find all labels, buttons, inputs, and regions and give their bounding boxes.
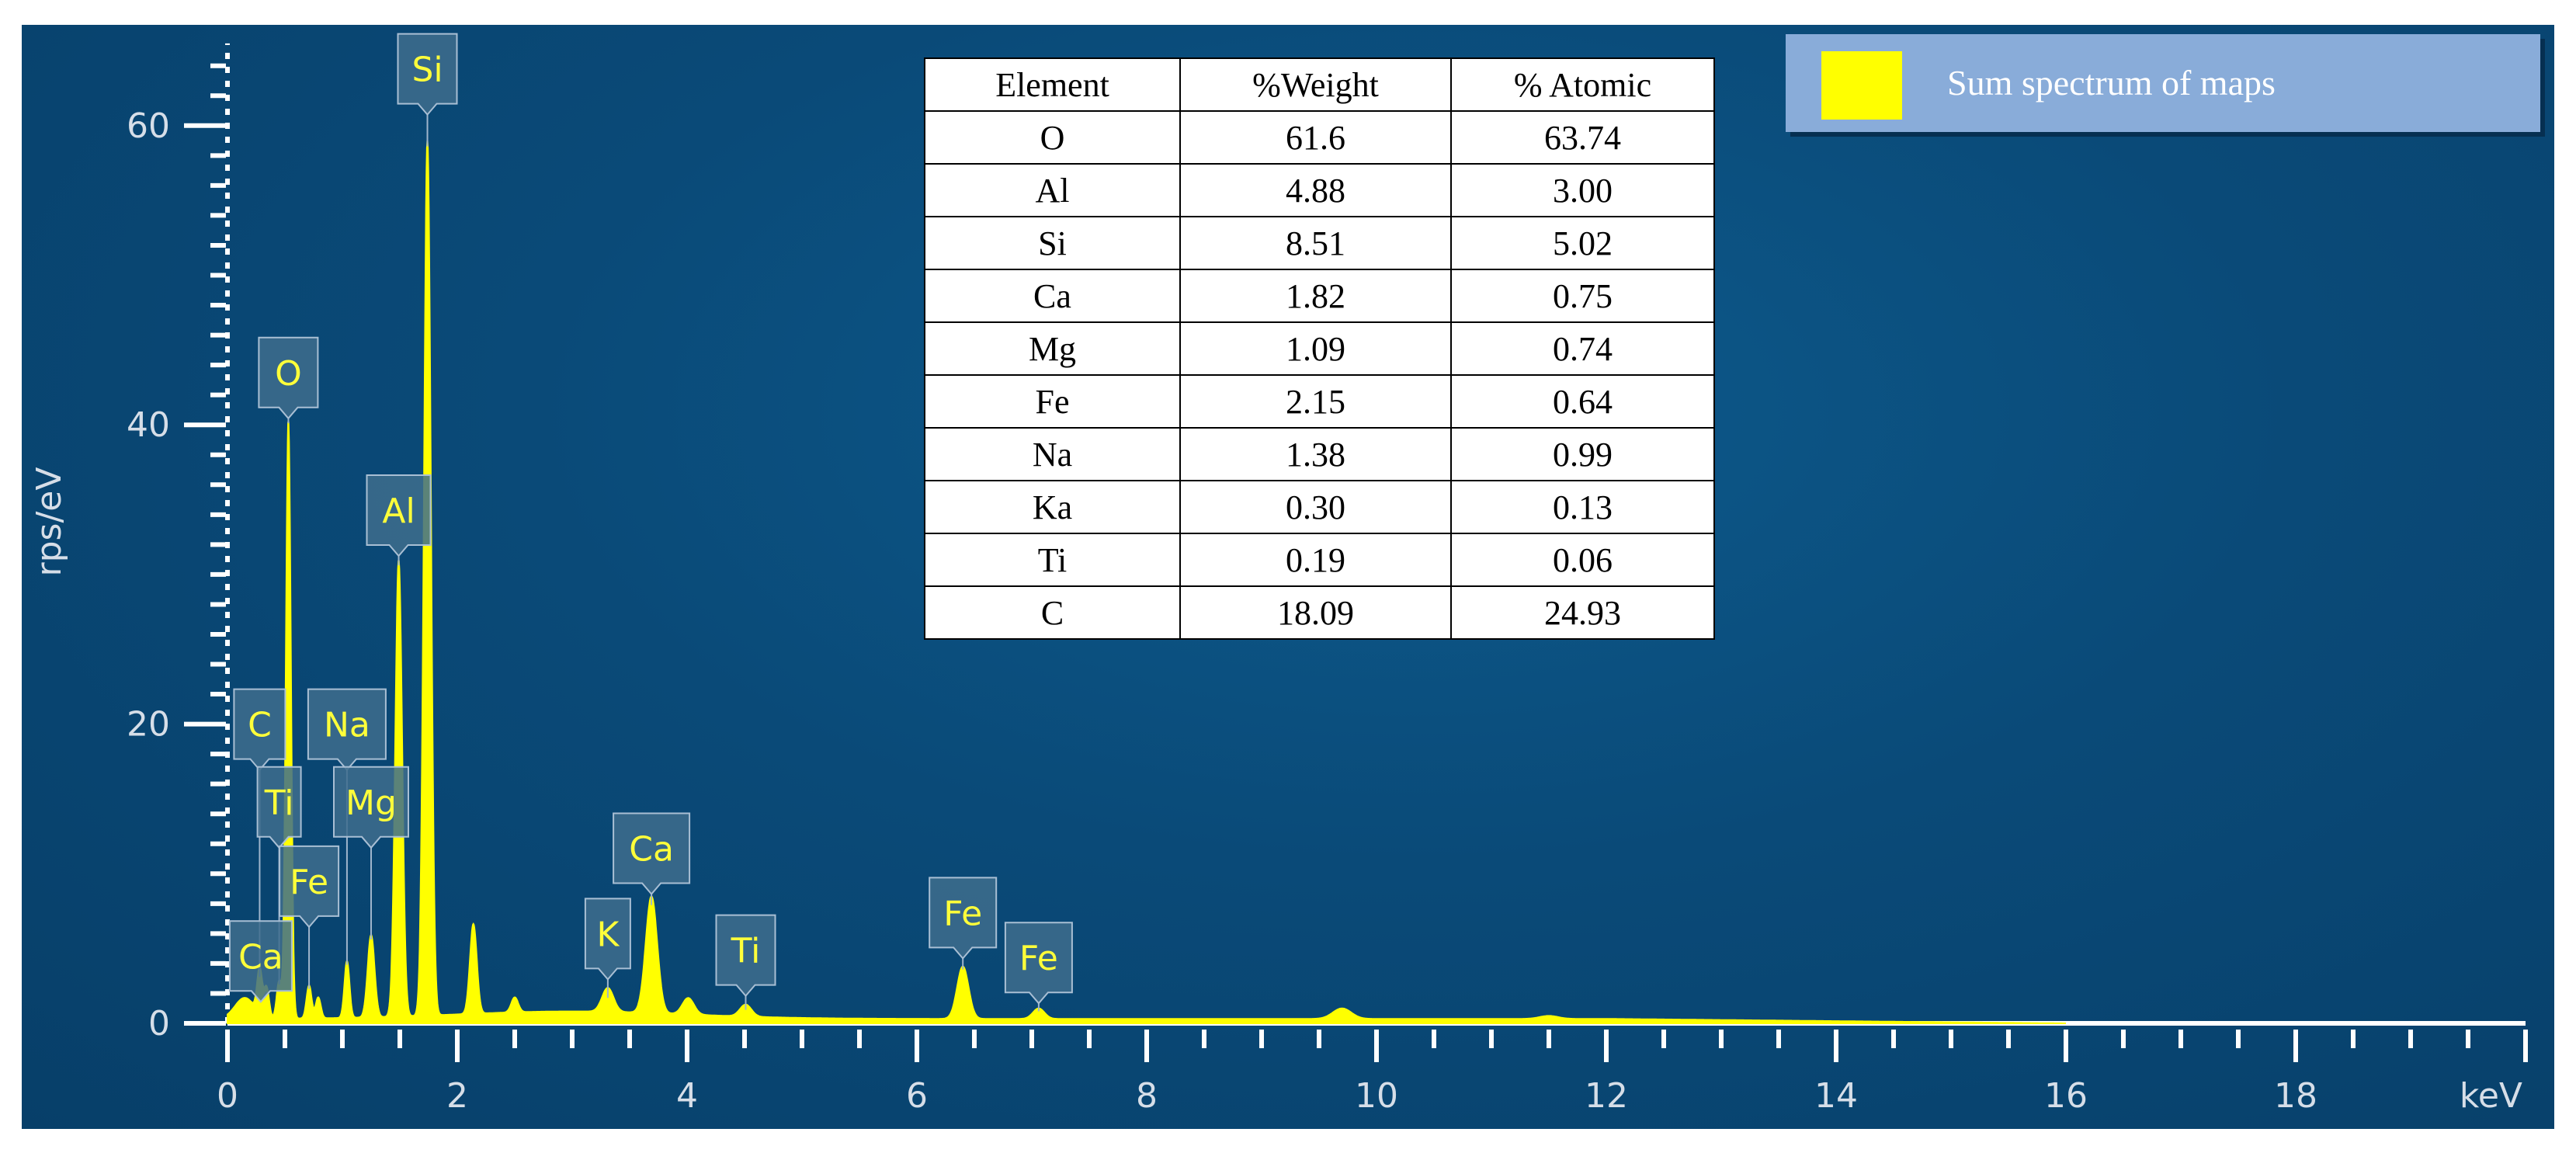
x-axis-label: keV — [2460, 1076, 2522, 1116]
x-tick-label: 14 — [1814, 1076, 1858, 1116]
legend-label: Sum spectrum of maps — [1947, 63, 2276, 102]
weight-cell: 0.30 — [1179, 480, 1452, 534]
y-axis-label: rps/eV — [30, 467, 69, 577]
weight-cell: 18.09 — [1179, 585, 1452, 640]
y-tick-label: 40 — [127, 405, 170, 445]
peak-label-box — [929, 877, 998, 960]
atomic-cell: 0.99 — [1450, 427, 1715, 481]
weight-cell: 1.38 — [1179, 427, 1452, 481]
weight-cell: 1.82 — [1179, 269, 1452, 323]
y-tick-label: 20 — [127, 705, 170, 745]
peak-label-box — [279, 845, 340, 929]
x-tick-label: 4 — [676, 1076, 698, 1116]
atomic-cell: 5.02 — [1450, 216, 1715, 270]
weight-cell: 61.6 — [1179, 110, 1452, 165]
peak-label-box — [256, 766, 302, 849]
atomic-cell: 0.06 — [1450, 533, 1715, 587]
atomic-cell: 63.74 — [1450, 110, 1715, 165]
x-tick-label: 2 — [446, 1076, 468, 1116]
legend-swatch — [1821, 51, 1902, 120]
atomic-cell: 3.00 — [1450, 163, 1715, 217]
peak-label: K — [596, 915, 620, 954]
y-tick-label: 60 — [127, 106, 170, 146]
y-tick-label: 0 — [148, 1004, 170, 1044]
element-cell: Fe — [924, 374, 1181, 429]
weight-cell: 8.51 — [1179, 216, 1452, 270]
table-row: Al 4.88 3.00 — [924, 163, 1715, 217]
peak-label: Fe — [943, 894, 982, 933]
column-header-weight: %Weight — [1179, 57, 1452, 112]
peak-label: Mg — [345, 783, 397, 823]
table-row: C 18.09 24.93 — [924, 585, 1715, 640]
peak-label-box — [397, 33, 458, 116]
element-cell: O — [924, 110, 1181, 165]
x-tick-label: 12 — [1585, 1076, 1628, 1116]
atomic-cell: 0.13 — [1450, 480, 1715, 534]
x-tick-label: 6 — [906, 1076, 928, 1116]
atomic-cell: 0.64 — [1450, 374, 1715, 429]
column-header-atomic: % Atomic — [1450, 57, 1715, 112]
atomic-cell: 0.75 — [1450, 269, 1715, 323]
table-row: Na 1.38 0.99 — [924, 427, 1715, 481]
peak-label-box — [366, 474, 432, 557]
peak-label-box — [233, 688, 286, 772]
element-cell: Ca — [924, 269, 1181, 323]
peak-label: Fe — [1019, 939, 1058, 978]
table-row: Ka 0.30 0.13 — [924, 480, 1715, 534]
peak-label: Ca — [238, 937, 283, 977]
peak-label-box — [715, 914, 776, 998]
weight-cell: 4.88 — [1179, 163, 1452, 217]
spectrum-panel: 0 2 4 6 8 10 12 14 16 18 keV 0 20 40 60 rps/eV Si O Al C Na T… — [22, 25, 2554, 1129]
element-cell: Al — [924, 163, 1181, 217]
peak-label: C — [248, 706, 272, 745]
peak-label-box — [584, 898, 631, 981]
peak-label: Na — [324, 706, 370, 745]
legend: Sum spectrum of maps — [1786, 34, 2540, 132]
table-row: Ti 0.19 0.06 — [924, 533, 1715, 587]
peak-label-box — [258, 336, 319, 420]
peak-label: Fe — [290, 863, 328, 902]
element-cell: Si — [924, 216, 1181, 270]
table-row: O 61.6 63.74 — [924, 110, 1715, 165]
table-row: Mg 1.09 0.74 — [924, 321, 1715, 376]
peak-label: Ti — [731, 932, 761, 971]
table-body: O 61.6 63.74 Al 4.88 3.00 Si 8.51 5.02 Ca 1.82 0.75… — [924, 110, 1715, 640]
element-cell: Ka — [924, 480, 1181, 534]
x-tick-label: 18 — [2274, 1076, 2317, 1116]
spectrum-area — [227, 140, 2066, 1024]
peak-label-box — [613, 812, 691, 896]
peak-label-box — [228, 920, 293, 1003]
weight-cell: 2.15 — [1179, 374, 1452, 429]
peak-label: O — [275, 354, 302, 394]
atomic-cell: 24.93 — [1450, 585, 1715, 640]
table-header-row: Element %Weight % Atomic — [924, 57, 1715, 112]
element-cell: Ti — [924, 533, 1181, 587]
peak-label: Ca — [629, 830, 674, 870]
peak-label: Si — [411, 50, 443, 90]
table-row: Ca 1.82 0.75 — [924, 269, 1715, 323]
peak-label-box — [1004, 922, 1073, 1005]
element-cell: Mg — [924, 321, 1181, 376]
table-row: Fe 2.15 0.64 — [924, 374, 1715, 429]
weight-cell: 0.19 — [1179, 533, 1452, 587]
weight-cell: 1.09 — [1179, 321, 1452, 376]
peak-label-box — [333, 766, 409, 849]
table-row: Si 8.51 5.02 — [924, 216, 1715, 270]
x-tick-label: 10 — [1355, 1076, 1398, 1116]
x-tick-label: 16 — [2044, 1076, 2088, 1116]
element-cell: C — [924, 585, 1181, 640]
x-tick-label: 8 — [1136, 1076, 1158, 1116]
x-tick-label: 0 — [217, 1076, 238, 1116]
element-cell: Na — [924, 427, 1181, 481]
peak-label: Al — [382, 491, 415, 531]
atomic-cell: 0.74 — [1450, 321, 1715, 376]
column-header-element: Element — [924, 57, 1181, 112]
peak-label-box — [307, 688, 387, 772]
composition-table: Element %Weight % Atomic O 61.6 63.74 Al 4.8… — [924, 57, 1715, 640]
peak-label: Ti — [264, 783, 294, 823]
